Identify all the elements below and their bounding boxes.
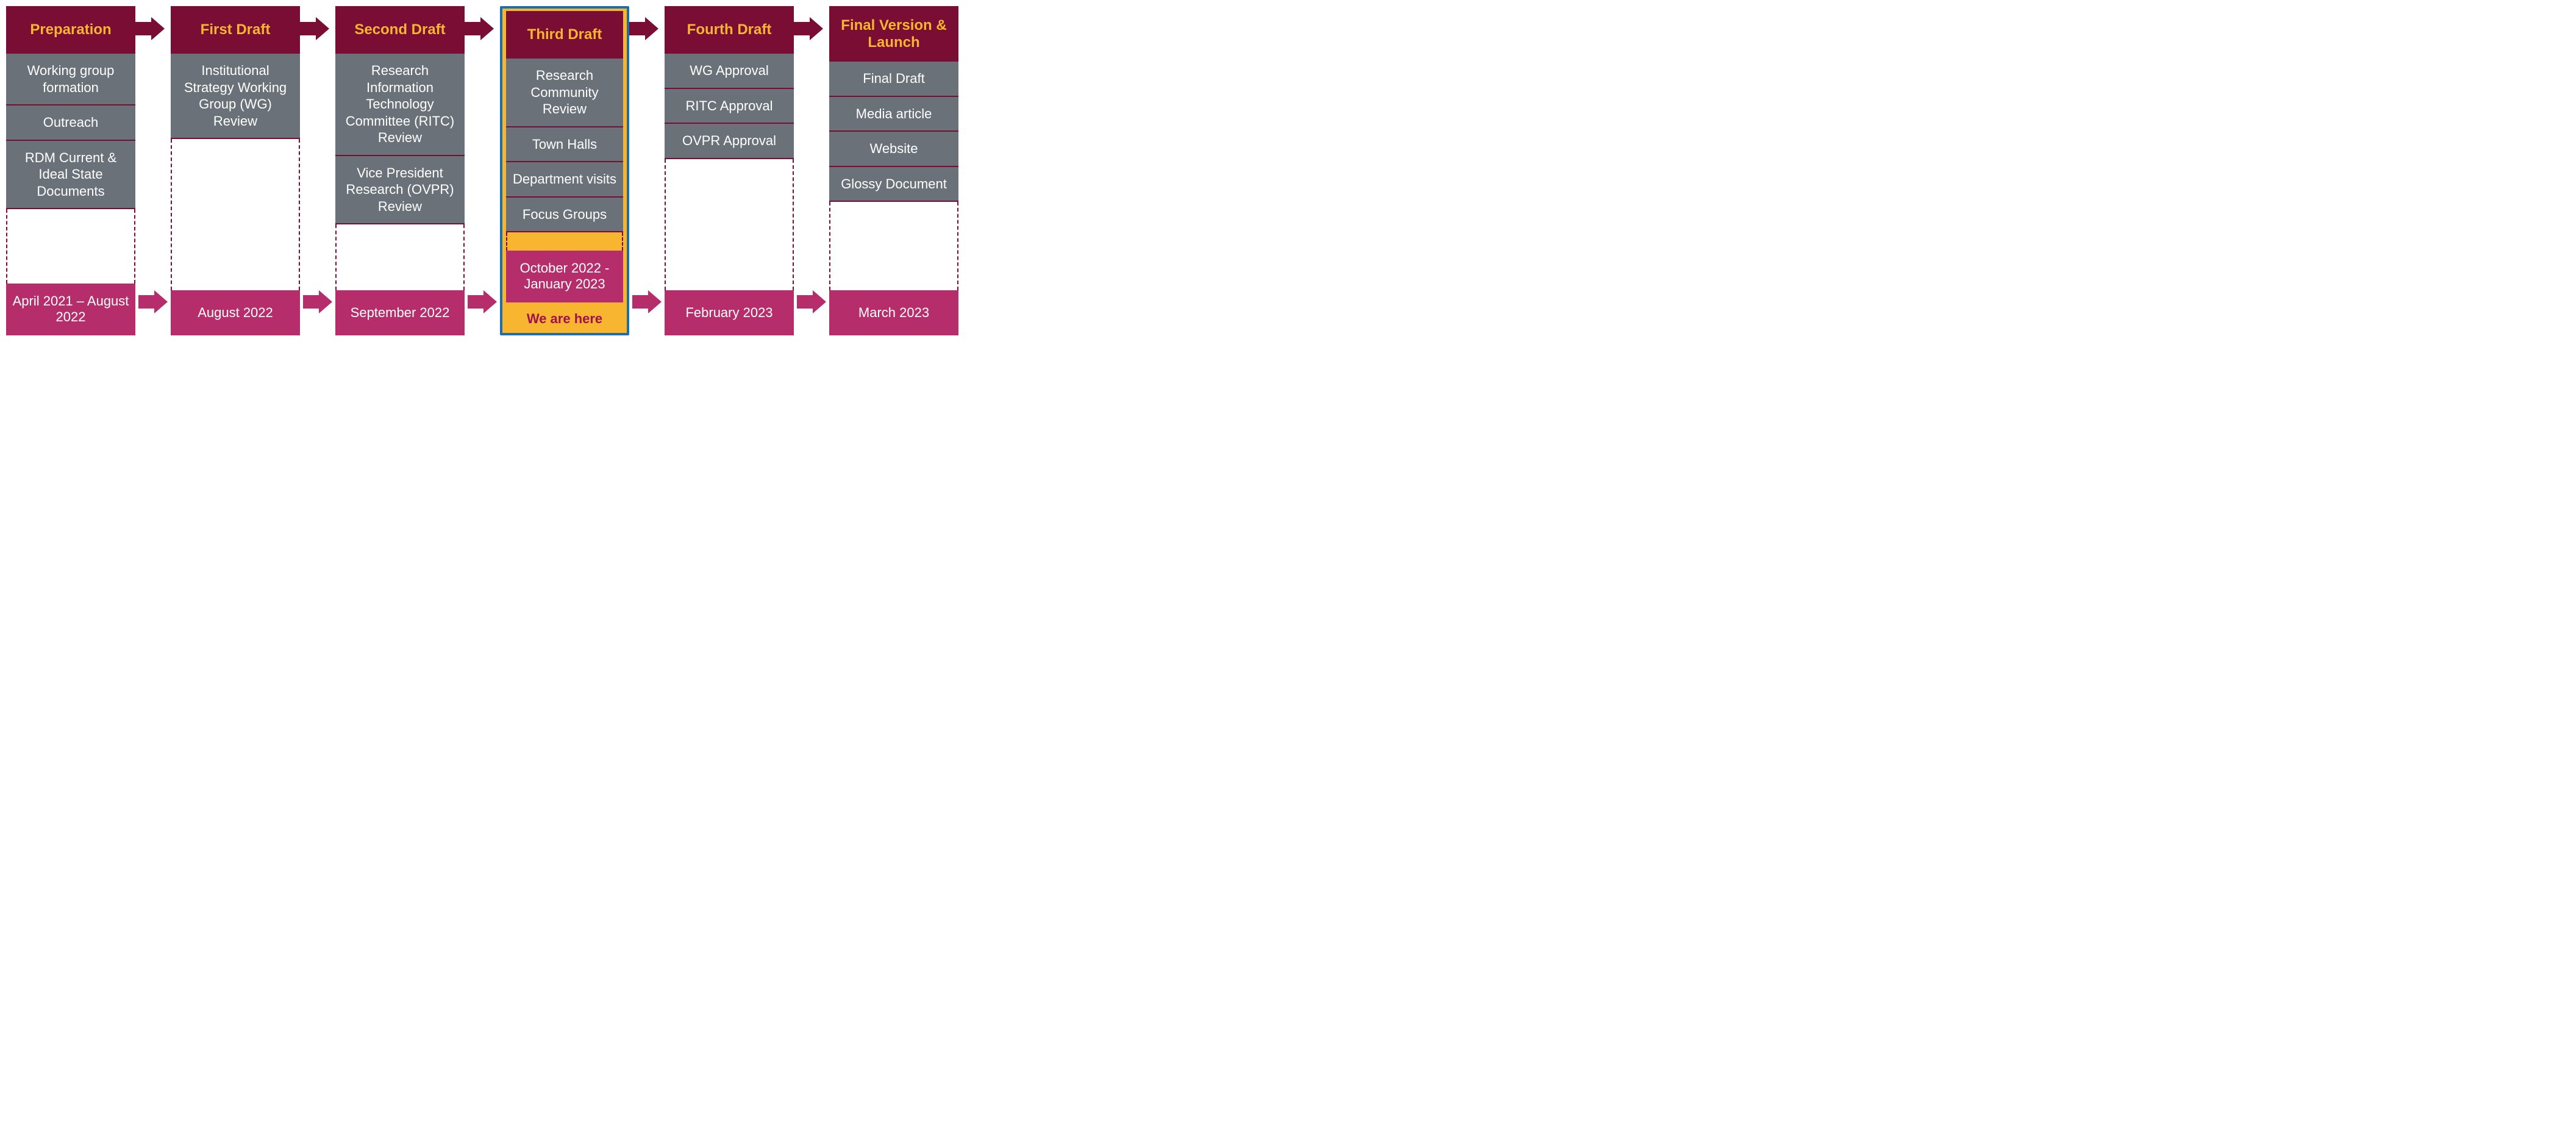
arrow-top-slot <box>135 17 171 43</box>
stage-item: Focus Groups <box>506 198 623 233</box>
arrow-bottom-slot <box>465 279 500 324</box>
stage-items: Research Information Technology Committe… <box>335 54 465 290</box>
stage-column: PreparationWorking group formationOutrea… <box>6 6 135 335</box>
arrow-top-slot <box>300 17 335 43</box>
stage-items: Final DraftMedia articleWebsiteGlossy Do… <box>829 62 958 290</box>
arrow-column <box>629 6 665 335</box>
stage-header: Fourth Draft <box>665 6 794 54</box>
arrow-icon <box>632 290 662 313</box>
dashed-connector <box>829 202 958 290</box>
stage-item: Department visits <box>506 162 623 198</box>
stage-date: August 2022 <box>171 290 300 335</box>
we-are-here-label: We are here <box>506 302 623 327</box>
stage-item: Working group formation <box>6 54 135 105</box>
stage-column: Second DraftResearch Information Technol… <box>335 6 465 335</box>
stage-item: WG Approval <box>665 54 794 89</box>
stage-header: Second Draft <box>335 6 465 54</box>
arrow-column <box>135 6 171 335</box>
arrow-icon <box>794 17 823 40</box>
stage-header: Third Draft <box>506 11 623 59</box>
stage-date: October 2022 - January 2023 <box>506 251 623 302</box>
stage-column: First DraftInstitutional Strategy Workin… <box>171 6 300 335</box>
stage-date: April 2021 – August 2022 <box>6 284 135 335</box>
stage-date: September 2022 <box>335 290 465 335</box>
stage-item: Media article <box>829 97 958 132</box>
stage-items: Research Community ReviewTown HallsDepar… <box>506 59 623 251</box>
stage-items: Working group formationOutreachRDM Curre… <box>6 54 135 284</box>
stage-column: Third DraftResearch Community ReviewTown… <box>500 6 629 335</box>
arrow-bottom-slot <box>629 279 665 324</box>
stage-header: Preparation <box>6 6 135 54</box>
stage-items: Institutional Strategy Working Group (WG… <box>171 54 300 290</box>
stage-column: Final Version & LaunchFinal DraftMedia a… <box>829 6 958 335</box>
timeline-container: PreparationWorking group formationOutrea… <box>6 6 2570 335</box>
dashed-connector <box>506 232 623 251</box>
arrow-top-slot <box>794 17 829 43</box>
arrow-column <box>794 6 829 335</box>
stage-header: First Draft <box>171 6 300 54</box>
stage-item: Town Halls <box>506 127 623 163</box>
arrow-top-slot <box>629 17 665 43</box>
stage-header: Final Version & Launch <box>829 6 958 62</box>
arrow-icon <box>465 17 494 40</box>
stage-items: WG ApprovalRITC ApprovalOVPR Approval <box>665 54 794 290</box>
arrow-bottom-slot <box>135 279 171 324</box>
dashed-connector <box>335 224 465 290</box>
stage-item: OVPR Approval <box>665 124 794 159</box>
stage-item: Vice President Research (OVPR) Review <box>335 156 465 225</box>
arrow-top-slot <box>465 17 500 43</box>
stage-item: RITC Approval <box>665 89 794 124</box>
arrow-bottom-slot <box>300 279 335 324</box>
stage-item: Institutional Strategy Working Group (WG… <box>171 54 300 139</box>
arrow-icon <box>468 290 497 313</box>
stage-item: RDM Current & Ideal State Documents <box>6 141 135 210</box>
arrow-icon <box>138 290 168 313</box>
stage-date: February 2023 <box>665 290 794 335</box>
arrow-icon <box>303 290 332 313</box>
arrow-bottom-slot <box>794 279 829 324</box>
dashed-connector <box>665 159 794 290</box>
arrow-icon <box>797 290 826 313</box>
dashed-connector <box>6 209 135 284</box>
stage-item: Research Community Review <box>506 59 623 127</box>
arrow-icon <box>629 17 658 40</box>
stage-item: Outreach <box>6 105 135 141</box>
stage-item: Glossy Document <box>829 167 958 202</box>
stage-item: Research Information Technology Committe… <box>335 54 465 156</box>
arrow-column <box>465 6 500 335</box>
stage-date: March 2023 <box>829 290 958 335</box>
stage-item: Final Draft <box>829 62 958 97</box>
arrow-icon <box>135 17 165 40</box>
arrow-column <box>300 6 335 335</box>
dashed-connector <box>171 139 300 290</box>
arrow-icon <box>300 17 329 40</box>
stage-column: Fourth DraftWG ApprovalRITC ApprovalOVPR… <box>665 6 794 335</box>
stage-item: Website <box>829 132 958 167</box>
